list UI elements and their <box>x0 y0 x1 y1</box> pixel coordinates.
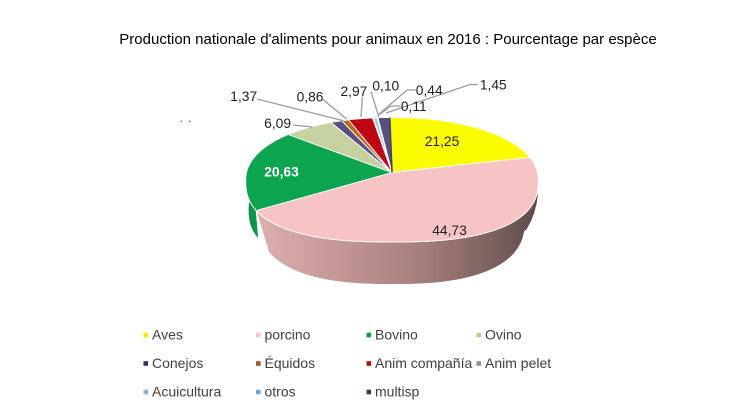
svg-text:20,63: 20,63 <box>264 164 299 179</box>
svg-text:21,25: 21,25 <box>425 134 460 149</box>
svg-text:6,09: 6,09 <box>264 116 291 131</box>
svg-text:multisp: multisp <box>375 384 420 400</box>
svg-text:2,97: 2,97 <box>340 84 367 99</box>
svg-text:otros: otros <box>265 384 296 400</box>
svg-text:0,44: 0,44 <box>416 83 443 98</box>
svg-text:1,45: 1,45 <box>480 77 507 92</box>
svg-text:0,10: 0,10 <box>372 78 399 93</box>
svg-text:Anim compañía: Anim compañía <box>375 355 472 371</box>
svg-text:Anim pelet: Anim pelet <box>485 355 551 371</box>
svg-text:44,73: 44,73 <box>432 223 467 238</box>
svg-text:0,86: 0,86 <box>297 90 324 105</box>
svg-text:Aves: Aves <box>152 327 183 343</box>
svg-text:Équidos: Équidos <box>265 355 316 371</box>
svg-text:Conejos: Conejos <box>152 355 203 371</box>
svg-text:0,11: 0,11 <box>401 99 427 114</box>
svg-text:Acuicultura: Acuicultura <box>152 384 221 400</box>
svg-text:Bovino: Bovino <box>375 327 418 343</box>
svg-text:Ovino: Ovino <box>485 327 522 343</box>
svg-text:porcino: porcino <box>265 327 311 343</box>
svg-text:1,37: 1,37 <box>230 89 257 104</box>
